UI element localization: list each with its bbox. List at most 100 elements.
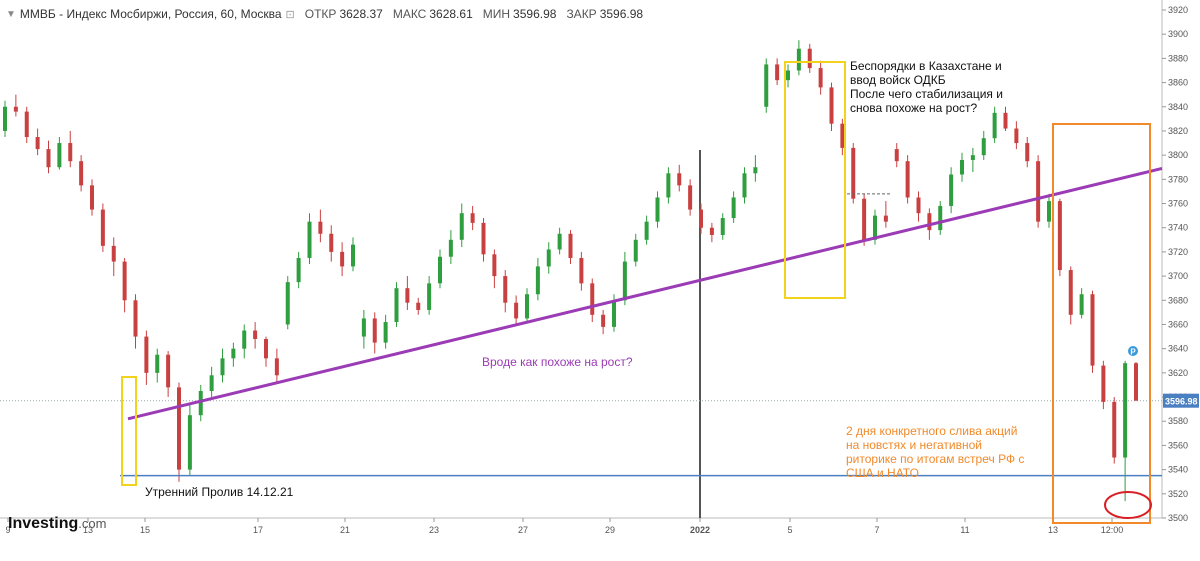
annotation-text: Беспорядки в Казахстане и ввод войск ОДКБ… <box>850 59 1003 115</box>
annotation-line: США и НАТО <box>846 466 919 480</box>
candle-body <box>873 215 877 240</box>
candle-body <box>1003 112 1008 129</box>
candle-body <box>949 174 954 206</box>
candle-body <box>764 64 769 107</box>
candle-body <box>612 300 616 327</box>
symbol-title: ММВБ - Индекс Мосбиржи, Россия, 60, Моск… <box>19 7 282 21</box>
annotation-text: Утренний Пролив 14.12.21 <box>145 485 294 499</box>
annotation-text: Вроде как похоже на рост? <box>482 355 633 369</box>
candle-body <box>177 387 181 470</box>
candle-body <box>155 354 160 373</box>
price-tick-label: 3820 <box>1168 126 1188 136</box>
close-value: 3596.98 <box>599 7 644 21</box>
last-price-tag: 3596.98 <box>1163 393 1199 408</box>
candle-body <box>535 266 540 295</box>
candle-body <box>13 106 18 112</box>
candle-body <box>329 233 334 252</box>
candle-body <box>579 257 584 284</box>
candle-body <box>264 338 268 359</box>
candle-body <box>231 348 236 359</box>
time-tick-label: 7 <box>874 525 879 535</box>
p-marker-icon <box>1128 346 1138 356</box>
candle-body <box>753 167 758 174</box>
price-tick-label: 3540 <box>1168 465 1188 475</box>
open-label: ОТКР <box>304 7 337 21</box>
candle-body <box>416 302 421 310</box>
candle-body <box>633 239 638 262</box>
candle-body <box>307 221 312 258</box>
investing-logo: Investing.com <box>8 515 106 533</box>
collapse-icon[interactable]: ▼ <box>6 8 16 20</box>
candle-body <box>492 254 497 277</box>
candle-body <box>905 161 910 198</box>
candle-body <box>1014 128 1019 144</box>
candle-body <box>1036 161 1041 222</box>
candle-body <box>68 143 73 162</box>
candle-body <box>24 111 29 137</box>
price-tick-label: 3620 <box>1168 368 1188 378</box>
candle-body <box>590 283 595 315</box>
time-tick-label: 13 <box>1048 525 1058 535</box>
candle-body <box>796 48 801 71</box>
annotation-line: снова похоже на рост? <box>850 101 978 115</box>
low-label: МИН <box>482 7 511 21</box>
high-label: МАКС <box>392 7 427 21</box>
candle-body <box>242 330 247 349</box>
candle-body <box>677 173 682 186</box>
price-tick-label: 3800 <box>1168 150 1188 160</box>
price-tick-label: 3500 <box>1168 513 1188 523</box>
candle-body <box>1068 270 1073 315</box>
price-tick-label: 3560 <box>1168 440 1188 450</box>
candle-body <box>666 173 671 198</box>
price-tick-label: 3580 <box>1168 416 1188 426</box>
candle-body <box>829 87 834 124</box>
candle-body <box>361 318 366 337</box>
candle-body <box>438 256 442 284</box>
candle-body <box>775 64 780 81</box>
annotation-line: на новстях и негативной <box>846 438 982 452</box>
candle-body <box>1057 201 1062 271</box>
price-tick-label: 3760 <box>1168 199 1188 209</box>
settings-icon[interactable]: ⊡ <box>285 8 295 21</box>
candle-body <box>699 209 703 228</box>
candle-body <box>372 318 377 343</box>
candle-body <box>35 137 40 150</box>
price-tick-label: 3900 <box>1168 29 1188 39</box>
brand-name: Investing <box>8 515 79 532</box>
close-label: ЗАКР <box>566 7 597 21</box>
candle-body <box>655 197 660 222</box>
time-tick-label: 21 <box>340 525 350 535</box>
candle-body <box>133 300 138 337</box>
candle-body <box>557 233 562 250</box>
candle-body <box>709 227 714 235</box>
candle-body <box>970 155 975 160</box>
candle-body <box>742 173 747 198</box>
candle-body <box>1101 365 1106 402</box>
price-tick-label: 3640 <box>1168 344 1188 354</box>
candle-body <box>46 149 51 168</box>
candle-body <box>1090 294 1095 366</box>
candle-body <box>938 205 943 231</box>
time-tick-label: 2022 <box>690 525 710 535</box>
candle-body <box>187 415 192 470</box>
candle-body <box>470 213 475 223</box>
candle-body <box>883 215 888 222</box>
time-tick-label: 9 <box>5 525 10 535</box>
annotation-line: После чего стабилизация и <box>850 87 1003 101</box>
candle-body <box>981 138 986 156</box>
annotation-text: 2 дня конкретного слива акций на новстях … <box>846 424 1024 480</box>
price-tick-label: 3880 <box>1168 53 1188 63</box>
chart-header: ▼ ММВБ - Индекс Мосбиржи, Россия, 60, Мо… <box>0 0 643 28</box>
candle-body <box>274 358 279 376</box>
candle-body <box>253 330 258 339</box>
price-tick-label: 3660 <box>1168 319 1188 329</box>
candle-body <box>481 222 486 255</box>
candle-body <box>720 218 725 235</box>
candle-body <box>1079 294 1084 315</box>
candle-body <box>383 322 388 343</box>
price-tick-label: 3520 <box>1168 489 1188 499</box>
candle-body <box>198 391 203 416</box>
